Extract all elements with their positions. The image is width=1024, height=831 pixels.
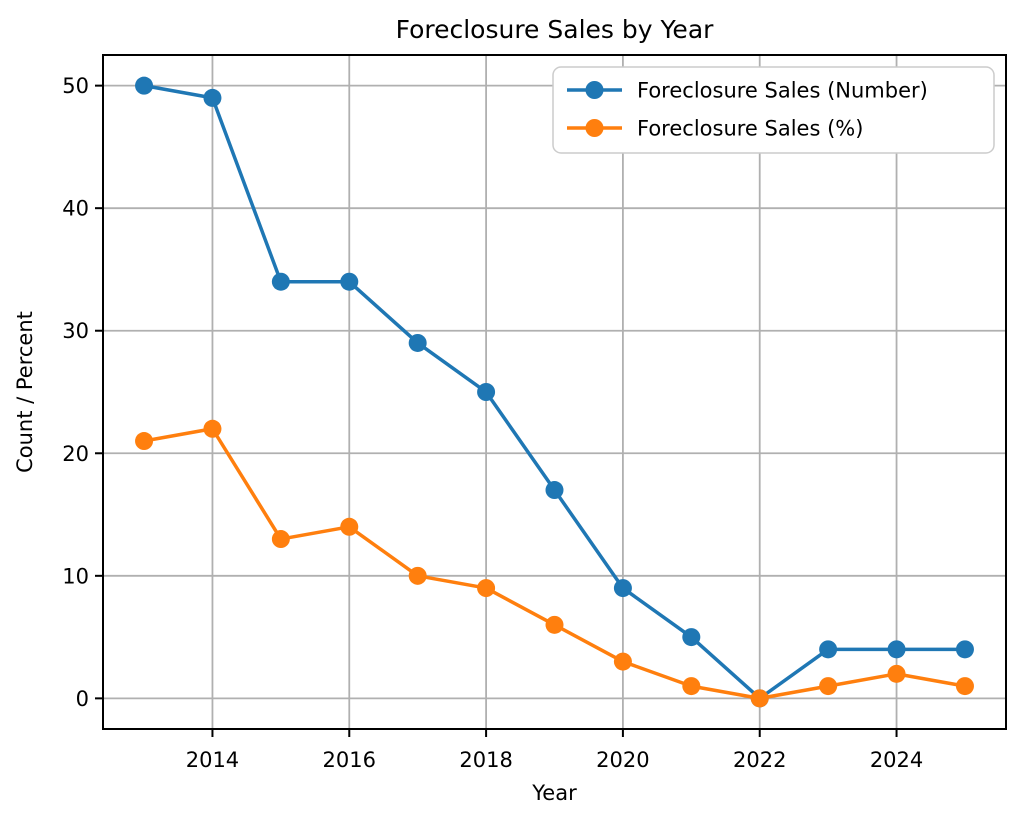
legend-box: [552, 66, 995, 154]
data-point-marker: [408, 333, 427, 352]
data-point-marker: [271, 530, 290, 549]
y-tick-label: 30: [62, 319, 89, 343]
data-point-marker: [682, 677, 701, 696]
data-point-marker: [955, 640, 974, 659]
data-point-marker: [340, 517, 359, 536]
x-tick-label: 2018: [459, 748, 512, 772]
legend-marker: [585, 81, 604, 99]
x-tick-label: 2016: [323, 748, 376, 772]
data-point-marker: [887, 640, 906, 659]
data-point-marker: [750, 689, 769, 708]
x-tick-label: 2024: [870, 748, 923, 772]
data-point-marker: [408, 566, 427, 585]
axes-spines: [102, 54, 1007, 730]
x-tick-label: 2020: [596, 748, 649, 772]
data-point-marker: [477, 579, 496, 598]
legend: Foreclosure Sales (Number) Foreclosure Sa…: [552, 66, 995, 154]
x-tick-label: 2014: [186, 748, 239, 772]
data-point-marker: [271, 272, 290, 291]
legend-label: Foreclosure Sales (Number): [637, 79, 928, 103]
data-point-marker: [682, 628, 701, 647]
y-tick-label: 0: [76, 687, 89, 711]
chart-title: Foreclosure Sales by Year: [396, 15, 715, 44]
data-point-marker: [819, 640, 838, 659]
legend-item: Foreclosure Sales (%): [567, 117, 863, 141]
y-tick-label: 10: [62, 564, 89, 588]
data-point-marker: [135, 76, 154, 95]
data-point-marker: [203, 419, 222, 438]
data-point-marker: [819, 677, 838, 696]
data-point-marker: [955, 677, 974, 696]
data-point-marker: [135, 432, 154, 451]
data-point-marker: [203, 88, 222, 107]
data-point-marker: [545, 615, 564, 634]
series-foreclosure-sales: [135, 419, 974, 708]
data-point-marker: [887, 664, 906, 683]
legend-marker: [585, 119, 604, 137]
data-point-marker: [545, 481, 564, 500]
legend-label: Foreclosure Sales (%): [637, 117, 863, 141]
data-point-marker: [340, 272, 359, 291]
data-point-marker: [613, 652, 632, 671]
y-axis-label: Count / Percent: [13, 311, 37, 473]
y-tick-label: 50: [62, 74, 89, 98]
x-axis-label: Year: [531, 781, 577, 805]
data-point-marker: [477, 383, 496, 401]
y-tick-label: 40: [62, 197, 89, 221]
y-tick-label: 20: [62, 442, 89, 466]
series-foreclosure-sales-number: [135, 76, 974, 708]
data-point-marker: [613, 579, 632, 598]
legend-item: Foreclosure Sales (Number): [567, 79, 928, 103]
x-tick-label: 2022: [733, 748, 786, 772]
